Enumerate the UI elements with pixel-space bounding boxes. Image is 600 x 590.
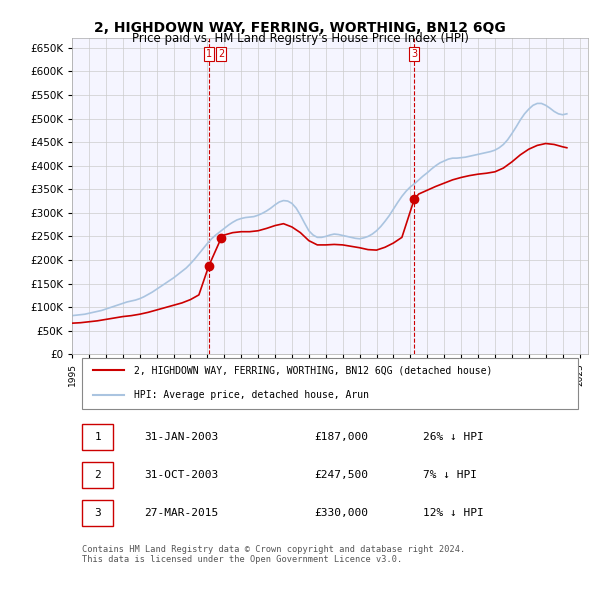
Text: 31-OCT-2003: 31-OCT-2003 xyxy=(144,470,218,480)
Text: 3: 3 xyxy=(412,49,418,59)
Text: 2: 2 xyxy=(218,49,224,59)
Text: £187,000: £187,000 xyxy=(314,432,368,442)
Text: £247,500: £247,500 xyxy=(314,470,368,480)
Text: 26% ↓ HPI: 26% ↓ HPI xyxy=(423,432,484,442)
FancyBboxPatch shape xyxy=(82,358,578,409)
Text: HPI: Average price, detached house, Arun: HPI: Average price, detached house, Arun xyxy=(134,389,369,399)
Text: 2, HIGHDOWN WAY, FERRING, WORTHING, BN12 6QG (detached house): 2, HIGHDOWN WAY, FERRING, WORTHING, BN12… xyxy=(134,365,492,375)
Text: 2: 2 xyxy=(94,470,101,480)
Text: 7% ↓ HPI: 7% ↓ HPI xyxy=(423,470,477,480)
FancyBboxPatch shape xyxy=(82,424,113,450)
Text: 12% ↓ HPI: 12% ↓ HPI xyxy=(423,508,484,518)
Text: 31-JAN-2003: 31-JAN-2003 xyxy=(144,432,218,442)
Text: 1: 1 xyxy=(206,49,212,59)
FancyBboxPatch shape xyxy=(82,463,113,487)
Text: 3: 3 xyxy=(94,508,101,518)
Text: 2, HIGHDOWN WAY, FERRING, WORTHING, BN12 6QG: 2, HIGHDOWN WAY, FERRING, WORTHING, BN12… xyxy=(94,21,506,35)
Text: 1: 1 xyxy=(94,432,101,442)
Text: £330,000: £330,000 xyxy=(314,508,368,518)
Text: Price paid vs. HM Land Registry's House Price Index (HPI): Price paid vs. HM Land Registry's House … xyxy=(131,32,469,45)
FancyBboxPatch shape xyxy=(82,500,113,526)
Text: 27-MAR-2015: 27-MAR-2015 xyxy=(144,508,218,518)
Text: Contains HM Land Registry data © Crown copyright and database right 2024.
This d: Contains HM Land Registry data © Crown c… xyxy=(82,545,466,565)
